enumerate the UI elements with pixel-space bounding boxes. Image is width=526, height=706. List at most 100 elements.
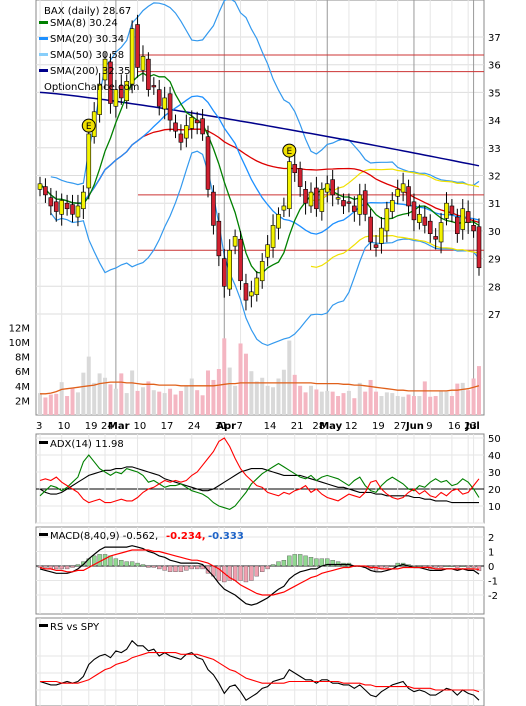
candle-body bbox=[124, 81, 130, 102]
candle-body bbox=[48, 197, 54, 207]
adx-series-line bbox=[39, 437, 480, 504]
volume-bar bbox=[271, 387, 276, 415]
macd-histogram-bar bbox=[314, 558, 319, 567]
volume-bar bbox=[227, 367, 232, 415]
candle-body bbox=[384, 208, 390, 232]
volume-bar bbox=[238, 343, 243, 415]
macd-histogram-bar bbox=[140, 564, 146, 567]
candle-body bbox=[254, 277, 260, 295]
macd-histogram-bar bbox=[260, 565, 265, 572]
legend-swatch-sma200 bbox=[39, 69, 48, 72]
volume-bar bbox=[314, 389, 319, 415]
volume-bar bbox=[466, 390, 471, 415]
adx-panel: 10 20 30 40 50 ADX(14) 11.98 bbox=[35, 433, 501, 524]
candle-body bbox=[281, 205, 287, 211]
macd-histogram-bar bbox=[390, 565, 395, 568]
candle-body bbox=[205, 136, 211, 190]
macd-histogram-bar bbox=[102, 554, 108, 567]
candle-body bbox=[303, 189, 308, 204]
date-tick-label: 10 bbox=[58, 421, 71, 432]
candle-body bbox=[102, 58, 108, 81]
volume-tick-label: 6M bbox=[15, 367, 30, 378]
candle-body bbox=[259, 261, 265, 282]
volume-bar bbox=[146, 381, 151, 415]
candle-body bbox=[140, 56, 146, 71]
volume-bar bbox=[303, 392, 308, 415]
macd-swatch bbox=[39, 533, 48, 536]
price-tick-label: 34 bbox=[488, 116, 501, 127]
volume-bar bbox=[352, 398, 357, 415]
macd-histogram-bar bbox=[189, 565, 194, 570]
legend: BAX (daily) 28.67 SMA(8) 30.24 SMA(20) 3… bbox=[39, 6, 139, 93]
candle-body bbox=[308, 191, 314, 207]
macd-histogram-bar bbox=[330, 560, 335, 567]
candle-body bbox=[297, 168, 303, 187]
price-tick-label: 35 bbox=[488, 88, 501, 99]
candle-body bbox=[389, 200, 395, 212]
volume-bar bbox=[374, 391, 379, 415]
candle-body bbox=[59, 200, 64, 215]
macd-histogram-bar bbox=[297, 554, 303, 567]
candle-body bbox=[173, 122, 178, 132]
candle-body bbox=[265, 244, 270, 258]
candle-body bbox=[330, 179, 335, 196]
earnings-marker-circle bbox=[282, 143, 297, 158]
volume-bar bbox=[384, 392, 389, 415]
volume-bar bbox=[363, 391, 368, 415]
candle-body bbox=[70, 204, 75, 215]
volume-bar bbox=[135, 390, 140, 415]
volume-bar bbox=[379, 396, 384, 415]
macd-histogram-bar bbox=[281, 560, 287, 567]
volume-bar bbox=[401, 396, 406, 415]
moving-average-lines bbox=[39, 0, 480, 347]
volume-bar bbox=[70, 387, 75, 415]
volume-bar bbox=[124, 393, 129, 415]
volume-tick-label: 8M bbox=[15, 353, 30, 364]
volume-bar bbox=[298, 385, 303, 415]
macd-histogram-bar bbox=[384, 565, 390, 568]
macd-signal-value: -0.234, bbox=[166, 531, 206, 542]
macd-y-axis: -2 -1 0 1 2 bbox=[488, 533, 498, 602]
volume-bar bbox=[151, 390, 156, 415]
macd-histogram-bar bbox=[124, 561, 129, 567]
macd-panel: -2 -1 0 1 2 MACD(8,40,9) -0.562, -0.234, -0.… bbox=[35, 526, 498, 615]
macd-histogram-bar bbox=[178, 565, 184, 572]
volume-bar bbox=[477, 366, 481, 415]
macd-histogram-bar bbox=[303, 555, 308, 567]
macd-histogram-bar bbox=[157, 565, 162, 570]
macd-histogram-bar bbox=[335, 561, 341, 567]
legend-sma200: SMA(200) 32.35 bbox=[50, 66, 131, 77]
macd-histogram-bar bbox=[238, 565, 243, 581]
volume-bar bbox=[249, 371, 254, 415]
macd-series-line bbox=[39, 549, 480, 596]
candle-body bbox=[129, 28, 135, 85]
earnings-marker-label: E bbox=[86, 122, 92, 132]
adx-series-line bbox=[39, 466, 479, 504]
adx-y-axis: 10 20 30 40 50 bbox=[488, 434, 501, 513]
volume-bar bbox=[471, 378, 476, 415]
volume-bar bbox=[395, 396, 400, 415]
volume-bar bbox=[460, 382, 465, 415]
volume-bar bbox=[390, 393, 395, 415]
candle-body bbox=[113, 89, 119, 107]
volume-bar bbox=[417, 396, 422, 415]
macd-histogram-bar bbox=[184, 565, 189, 571]
price-tick-label: 33 bbox=[488, 144, 501, 155]
price-tick-label: 30 bbox=[488, 227, 501, 238]
macd-histogram-bar bbox=[227, 565, 232, 581]
adx-tick-label: 20 bbox=[488, 485, 501, 496]
earnings-marker-circle bbox=[81, 118, 96, 133]
candle-body bbox=[465, 211, 471, 223]
volume-bar bbox=[233, 385, 238, 415]
volume-bar bbox=[206, 370, 211, 415]
macd-hist-value: -0.333 bbox=[208, 531, 244, 542]
candle-body bbox=[108, 61, 113, 104]
volume-bar bbox=[341, 393, 346, 415]
candle-body bbox=[411, 201, 417, 221]
candle-body bbox=[314, 187, 319, 210]
date-tick-label: 14 bbox=[264, 421, 277, 432]
candle-body bbox=[243, 283, 249, 301]
date-tick-label: 24 bbox=[188, 421, 201, 432]
candle-body bbox=[81, 191, 86, 210]
rs-series-line bbox=[39, 639, 480, 701]
